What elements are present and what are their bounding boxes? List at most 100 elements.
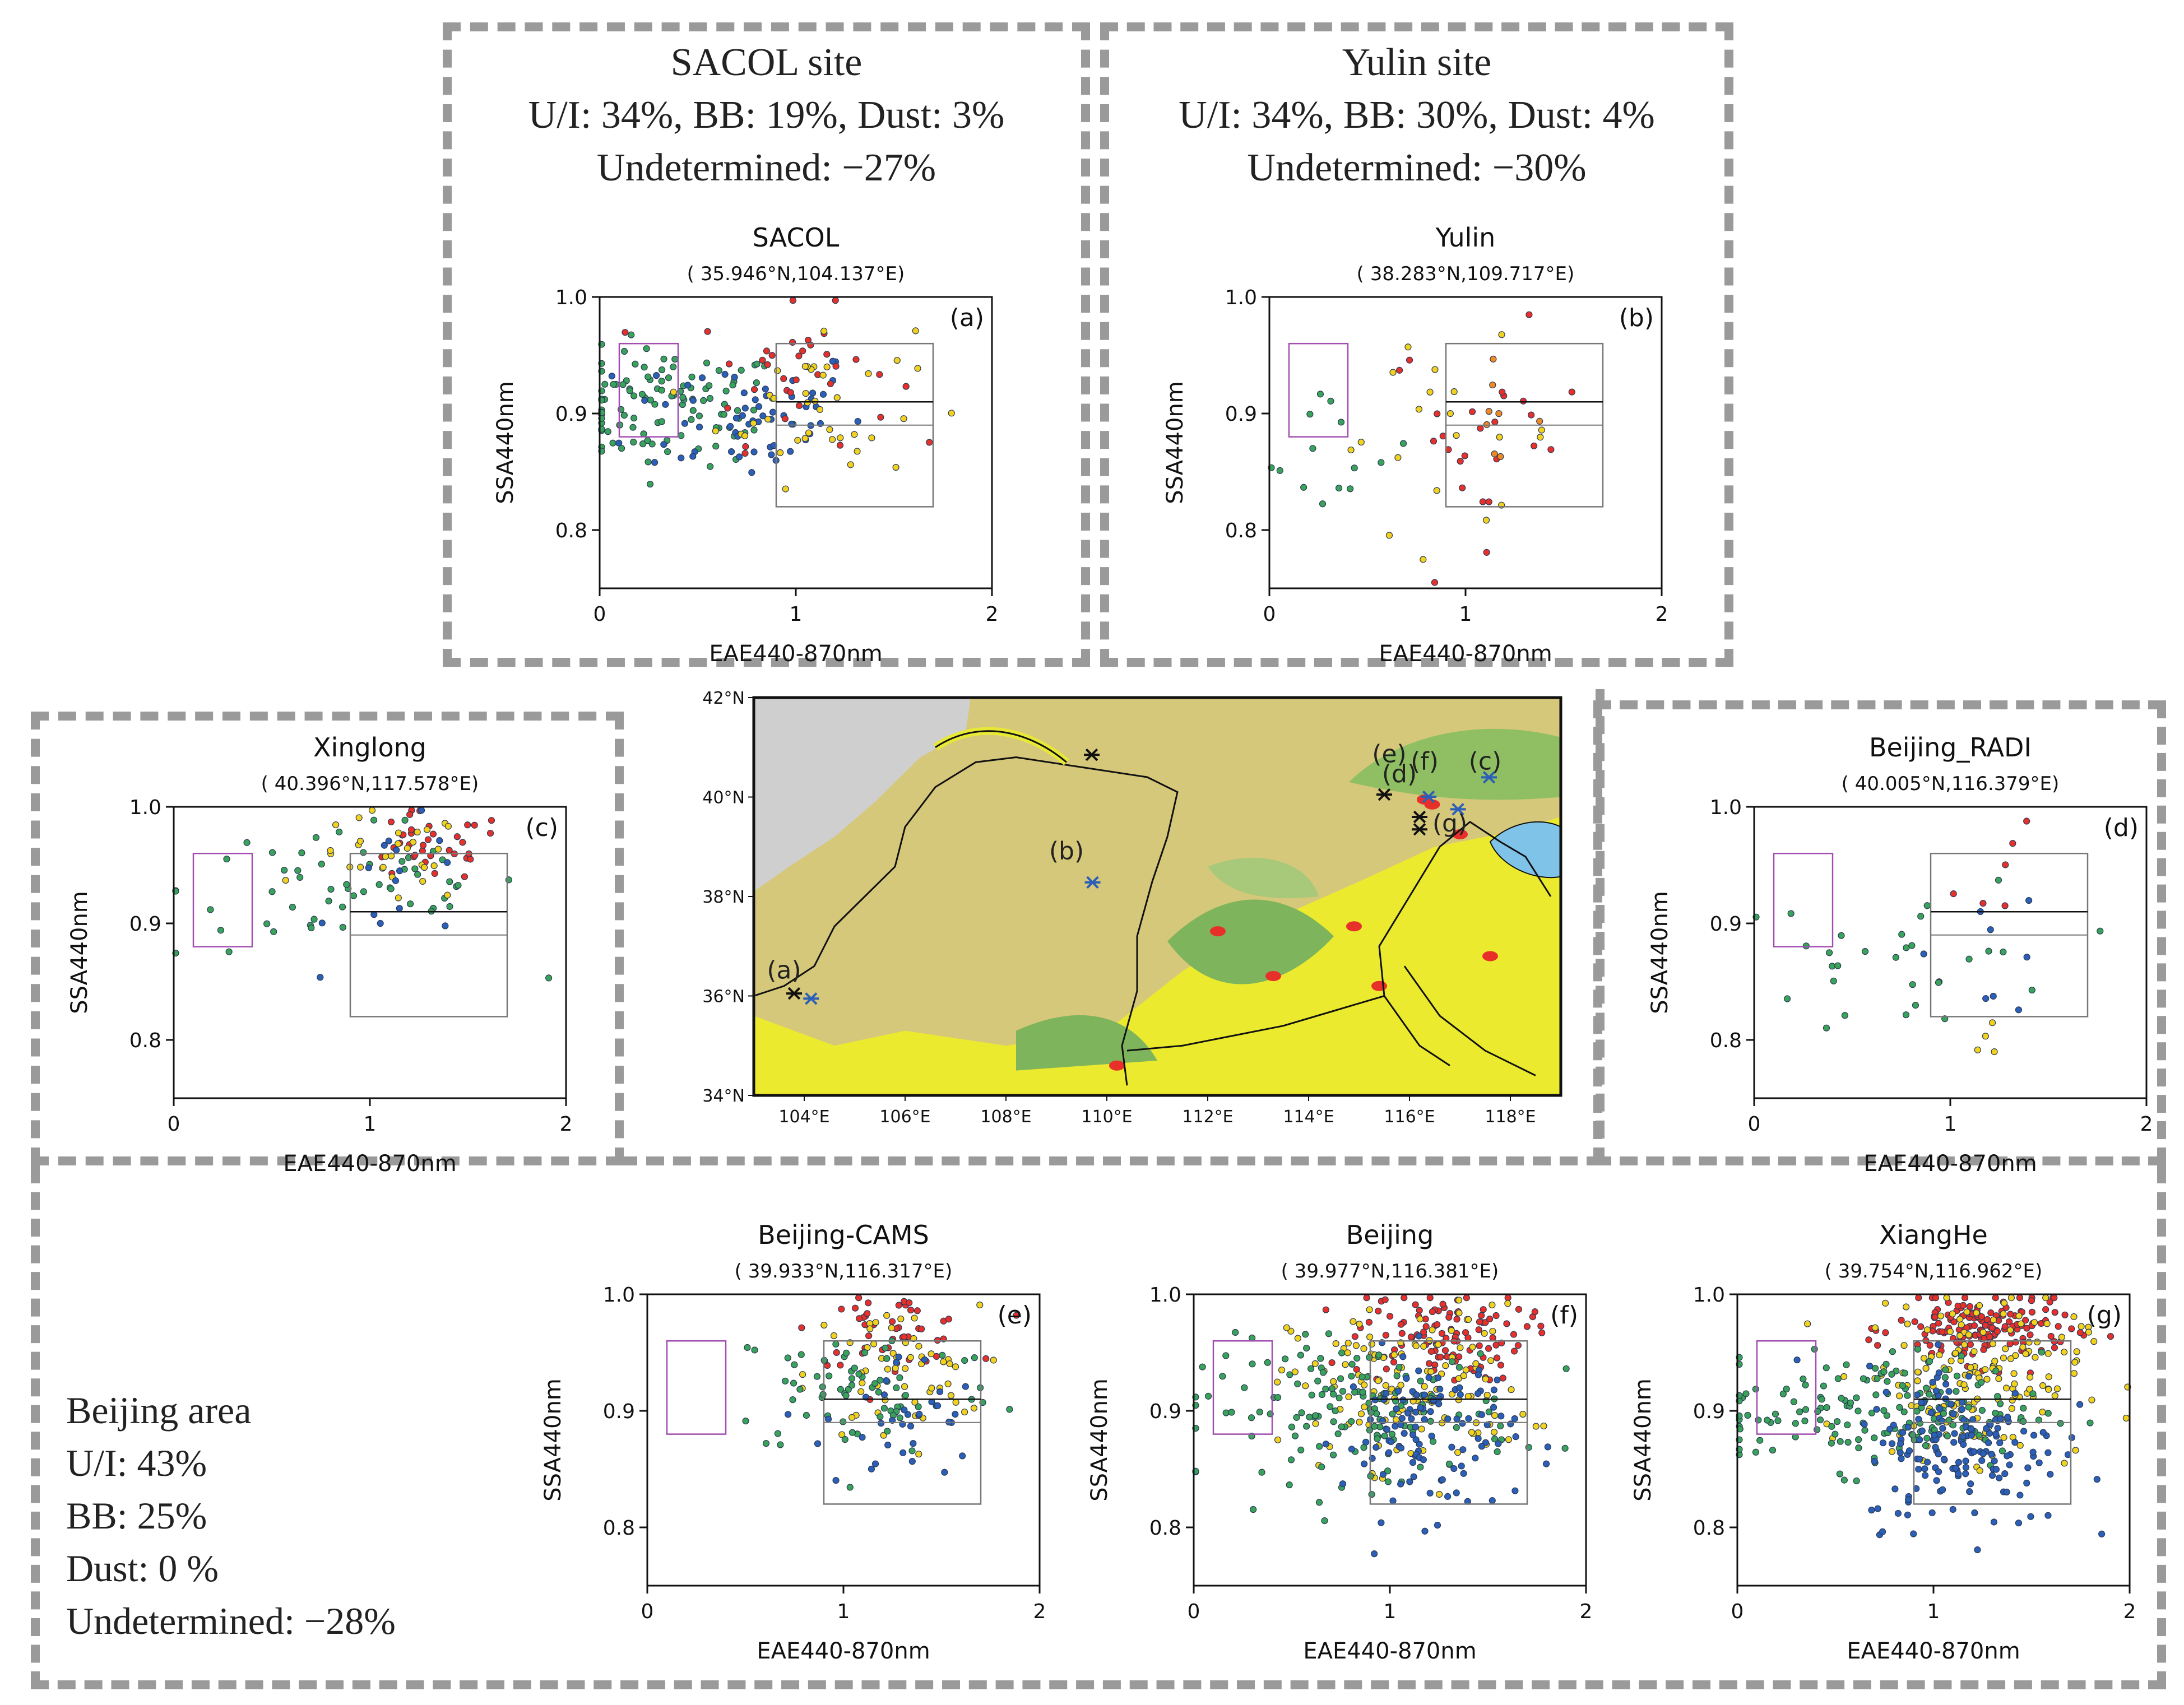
- scatter-point-blue: [1460, 1470, 1467, 1477]
- scatter-point-yellow: [944, 1380, 952, 1387]
- scatter-point-green: [1250, 1506, 1257, 1513]
- scatter-point-yellow: [2008, 1405, 2015, 1412]
- scatter-point-blue: [1899, 1429, 1907, 1436]
- scatter-point-yellow: [1974, 1046, 1981, 1053]
- scatter-point-green: [1384, 1467, 1392, 1475]
- scatter-point-green: [880, 1405, 888, 1412]
- scatter-point-green: [658, 418, 665, 425]
- scatter-point-green: [712, 443, 720, 450]
- scatter-point-yellow: [823, 363, 831, 370]
- site-marker-blue: [1084, 876, 1101, 889]
- scatter-point-yellow: [1937, 1312, 1945, 1320]
- scatter-point-blue: [1949, 1506, 1956, 1513]
- scatter-point-green: [1800, 1376, 1807, 1383]
- scatter-panel-xianghe: XiangHe ( 39.754°N,116.962°E) 0 1 2 0.8 0.9 1.0…: [1630, 1220, 2136, 1664]
- scatter-point-green: [1917, 913, 1925, 920]
- scatter-point-green: [1297, 1351, 1304, 1359]
- scatter-point-blue: [871, 1460, 879, 1467]
- x-axis-label: EAE440-870nm: [1847, 1638, 2020, 1664]
- scatter-point-red: [789, 338, 796, 346]
- scatter-point-yellow: [1448, 1391, 1456, 1398]
- scatter-point-yellow: [2016, 1442, 2024, 1449]
- y-axis-label: SSA440nm: [493, 381, 518, 504]
- scatter-point-blue: [1415, 1332, 1422, 1340]
- scatter-point-blue: [1408, 1415, 1415, 1423]
- y-tick-label: 0.9: [1693, 1400, 1725, 1423]
- scatter-point-blue: [748, 469, 755, 476]
- scatter-point-green: [1823, 1404, 1830, 1411]
- scatter-point-green: [638, 391, 646, 398]
- scatter-point-green: [1914, 1345, 1922, 1353]
- scatter-point-green: [1834, 962, 1842, 969]
- scatter-point-blue: [1348, 1446, 1355, 1453]
- scatter-point-green: [1319, 500, 1327, 508]
- panel-title: Beijing-CAMS: [758, 1220, 929, 1250]
- scatter-point-blue: [695, 424, 703, 431]
- scatter-point-green: [1316, 391, 1324, 398]
- scatter-point-blue: [739, 412, 746, 419]
- scatter-point-red: [1538, 1329, 1546, 1336]
- scatter-point-blue: [1992, 1466, 2000, 1473]
- scatter-point-green: [1282, 1355, 1289, 1363]
- scatter-point-yellow: [812, 397, 819, 405]
- scatter-point-red: [917, 1325, 925, 1332]
- scatter-point-blue: [1474, 1390, 1482, 1397]
- scatter-point-green: [1841, 1012, 1848, 1019]
- scatter-point-yellow: [2000, 1434, 2007, 1441]
- scatter-point-green: [1899, 1382, 1906, 1390]
- scatter-point-blue: [735, 453, 743, 461]
- scatter-point-green: [630, 438, 637, 446]
- scatter-point-green: [1291, 1432, 1299, 1439]
- panel-letter-label: (a): [950, 304, 984, 332]
- scatter-point-green: [1838, 1395, 1845, 1402]
- panel-subtitle: ( 38.283°N,109.717°E): [1357, 263, 1575, 285]
- scatter-point-red: [1459, 484, 1466, 491]
- scatter-point-green: [1847, 1399, 1854, 1406]
- scatter-point-green: [848, 1375, 856, 1382]
- scatter-point-yellow: [2033, 1339, 2041, 1346]
- panel-title: Beijing: [1346, 1220, 1434, 1250]
- scatter-point-yellow: [1949, 1310, 1956, 1318]
- scatter-point-green: [1908, 942, 1916, 949]
- scatter-point-green: [1855, 1436, 1862, 1443]
- scatter-point-blue: [1979, 1450, 1987, 1457]
- scatter-point-blue: [1927, 1409, 1935, 1416]
- scatter-point-yellow: [1291, 1368, 1299, 1376]
- scatter-point-yellow: [2070, 1370, 2078, 1377]
- scatter-point-red: [945, 1316, 952, 1323]
- scatter-point-blue: [904, 1411, 912, 1418]
- scatter-point-yellow: [1903, 1303, 1910, 1311]
- scatter-point-blue: [2006, 1461, 2013, 1469]
- scatter-point-yellow: [1311, 1360, 1319, 1367]
- scatter-point-green: [2028, 986, 2035, 994]
- scatter-point-blue: [689, 397, 697, 404]
- x-tick-label: 1: [364, 1113, 377, 1136]
- scatter-point-green: [407, 900, 414, 908]
- scatter-point-blue: [2023, 1479, 2030, 1486]
- y-tick-label: 0.8: [1693, 1517, 1725, 1540]
- scatter-point-green: [1006, 1406, 1013, 1413]
- scatter-point-yellow: [1991, 1048, 1998, 1056]
- x-tick-label: 1: [1944, 1113, 1957, 1136]
- scatter-point-green: [1199, 1363, 1206, 1370]
- scatter-point-yellow: [434, 845, 442, 853]
- scatter-point-red: [1547, 446, 1555, 453]
- scatter-point-red: [1437, 1353, 1444, 1361]
- marker-stroke: [805, 992, 818, 1005]
- scatter-point-blue: [1928, 1509, 1936, 1517]
- scatter-point-green: [1752, 1386, 1759, 1393]
- marker-stroke: [1085, 748, 1098, 761]
- scatter-point-yellow: [928, 1350, 935, 1358]
- scatter-point-yellow: [1490, 1428, 1498, 1436]
- scatter-point-red: [1959, 1302, 1967, 1309]
- scatter-point-yellow: [1958, 1321, 1965, 1328]
- scatter-point-green: [2020, 1405, 2027, 1412]
- scatter-point-blue: [907, 1423, 915, 1430]
- scatter-point-green: [2044, 1410, 2052, 1417]
- scatter-point-blue: [2035, 1459, 2043, 1466]
- scatter-point-blue: [1444, 1493, 1452, 1500]
- scatter-panel-beijing-cams: Beijing-CAMS ( 39.933°N,116.317°E) 0 1 2 0.8 0…: [540, 1220, 1046, 1664]
- scatter-point-green: [884, 1428, 891, 1435]
- scatter-point-green: [1494, 1448, 1501, 1456]
- scatter-point-blue: [1932, 1387, 1940, 1395]
